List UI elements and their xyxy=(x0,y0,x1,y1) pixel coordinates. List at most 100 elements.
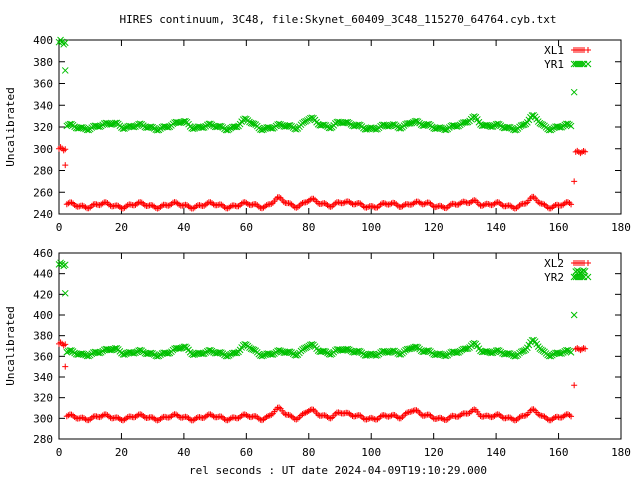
data-point xyxy=(355,121,363,129)
data-point xyxy=(306,341,314,349)
data-point xyxy=(581,267,589,275)
data-point xyxy=(567,122,575,130)
x-tick-label: 40 xyxy=(177,446,190,459)
data-point xyxy=(164,350,172,357)
data-point xyxy=(62,146,69,153)
data-point xyxy=(442,352,450,360)
data-point xyxy=(538,120,545,128)
data-point xyxy=(355,347,363,355)
data-point xyxy=(571,178,578,185)
data-point xyxy=(241,115,249,123)
x-tick-label: 120 xyxy=(424,446,444,459)
y-tick-label: 280 xyxy=(33,433,53,446)
data-point xyxy=(469,340,477,348)
y-tick-label: 420 xyxy=(33,288,53,301)
data-point xyxy=(302,117,310,125)
y-axis-label: Uncalibrated xyxy=(4,306,17,385)
series-yr2 xyxy=(55,259,589,360)
legend-marker xyxy=(584,273,592,281)
data-point xyxy=(62,162,69,169)
data-point xyxy=(224,352,231,360)
x-tick-label: 100 xyxy=(361,221,381,234)
data-point xyxy=(130,123,138,131)
legend-marker xyxy=(585,47,591,53)
y-tick-label: 400 xyxy=(33,34,53,47)
x-tick-label: 100 xyxy=(361,446,381,459)
y-tick-label: 360 xyxy=(33,350,53,363)
data-point xyxy=(306,114,314,122)
data-point xyxy=(494,346,502,354)
data-point xyxy=(408,119,416,127)
data-point xyxy=(453,123,461,130)
x-tick-label: 20 xyxy=(115,446,128,459)
x-tick-label: 180 xyxy=(611,221,631,234)
legend-marker xyxy=(585,260,591,266)
x-axis-label: rel seconds : UT date 2024-04-09T19:10:2… xyxy=(189,464,487,477)
legend-marker xyxy=(578,60,586,68)
panel-1: 240 260 280 300 320 340 360 380 400 0 20 40 60 80 100 1… xyxy=(4,34,631,234)
data-point xyxy=(61,67,69,74)
data-point xyxy=(147,123,155,131)
data-point xyxy=(582,148,589,155)
data-point xyxy=(62,363,69,370)
x-tick-label: 160 xyxy=(549,221,569,234)
data-point xyxy=(571,382,578,389)
data-point xyxy=(413,343,420,351)
data-point xyxy=(121,351,128,358)
data-point xyxy=(568,201,575,208)
data-point xyxy=(286,348,294,356)
data-point xyxy=(570,311,578,319)
data-point xyxy=(570,88,578,96)
data-point xyxy=(413,117,420,125)
series-yr1 xyxy=(55,36,578,134)
x-tick-label: 180 xyxy=(611,446,631,459)
data-point xyxy=(153,126,161,134)
y-tick-label: 260 xyxy=(33,186,53,199)
x-tick-label: 0 xyxy=(56,221,63,234)
data-point xyxy=(62,341,69,348)
y-tick-label: 380 xyxy=(33,56,53,69)
data-point xyxy=(136,346,144,354)
y-tick-label: 400 xyxy=(33,309,53,322)
data-point xyxy=(568,413,575,420)
x-tick-label: 40 xyxy=(177,221,190,234)
data-point xyxy=(344,118,352,126)
data-point xyxy=(353,121,361,129)
data-point xyxy=(61,289,69,297)
chart-title: HIRES continuum, 3C48, file:Skynet_60409… xyxy=(119,13,556,26)
legend-marker xyxy=(578,273,586,281)
legend-marker xyxy=(584,60,592,68)
legend-label: YR1 xyxy=(544,58,564,71)
data-point xyxy=(96,349,103,357)
series-xl1 xyxy=(56,144,589,212)
data-point xyxy=(321,121,328,129)
x-tick-label: 60 xyxy=(240,446,253,459)
data-point xyxy=(61,39,69,47)
data-point xyxy=(511,352,519,360)
legend-label: XL1 xyxy=(544,44,564,57)
data-point xyxy=(302,344,310,352)
x-tick-label: 140 xyxy=(486,221,506,234)
x-tick-label: 20 xyxy=(115,221,128,234)
data-point xyxy=(164,123,172,131)
legend-label: YR2 xyxy=(544,271,564,284)
data-point xyxy=(469,113,477,121)
x-tick-label: 80 xyxy=(302,221,315,234)
data-point xyxy=(135,120,142,128)
data-point xyxy=(241,340,249,348)
y-tick-label: 300 xyxy=(33,412,53,425)
data-point xyxy=(582,345,589,352)
x-tick-label: 80 xyxy=(302,446,315,459)
y-tick-label: 460 xyxy=(33,247,53,260)
data-point xyxy=(344,345,352,353)
data-point xyxy=(567,349,575,356)
y-tick-label: 280 xyxy=(33,165,53,178)
y-tick-label: 380 xyxy=(33,330,53,343)
x-tick-label: 60 xyxy=(240,221,253,234)
data-point xyxy=(258,126,266,134)
data-point xyxy=(580,267,587,274)
y-tick-label: 320 xyxy=(33,392,53,405)
data-point xyxy=(79,350,86,357)
